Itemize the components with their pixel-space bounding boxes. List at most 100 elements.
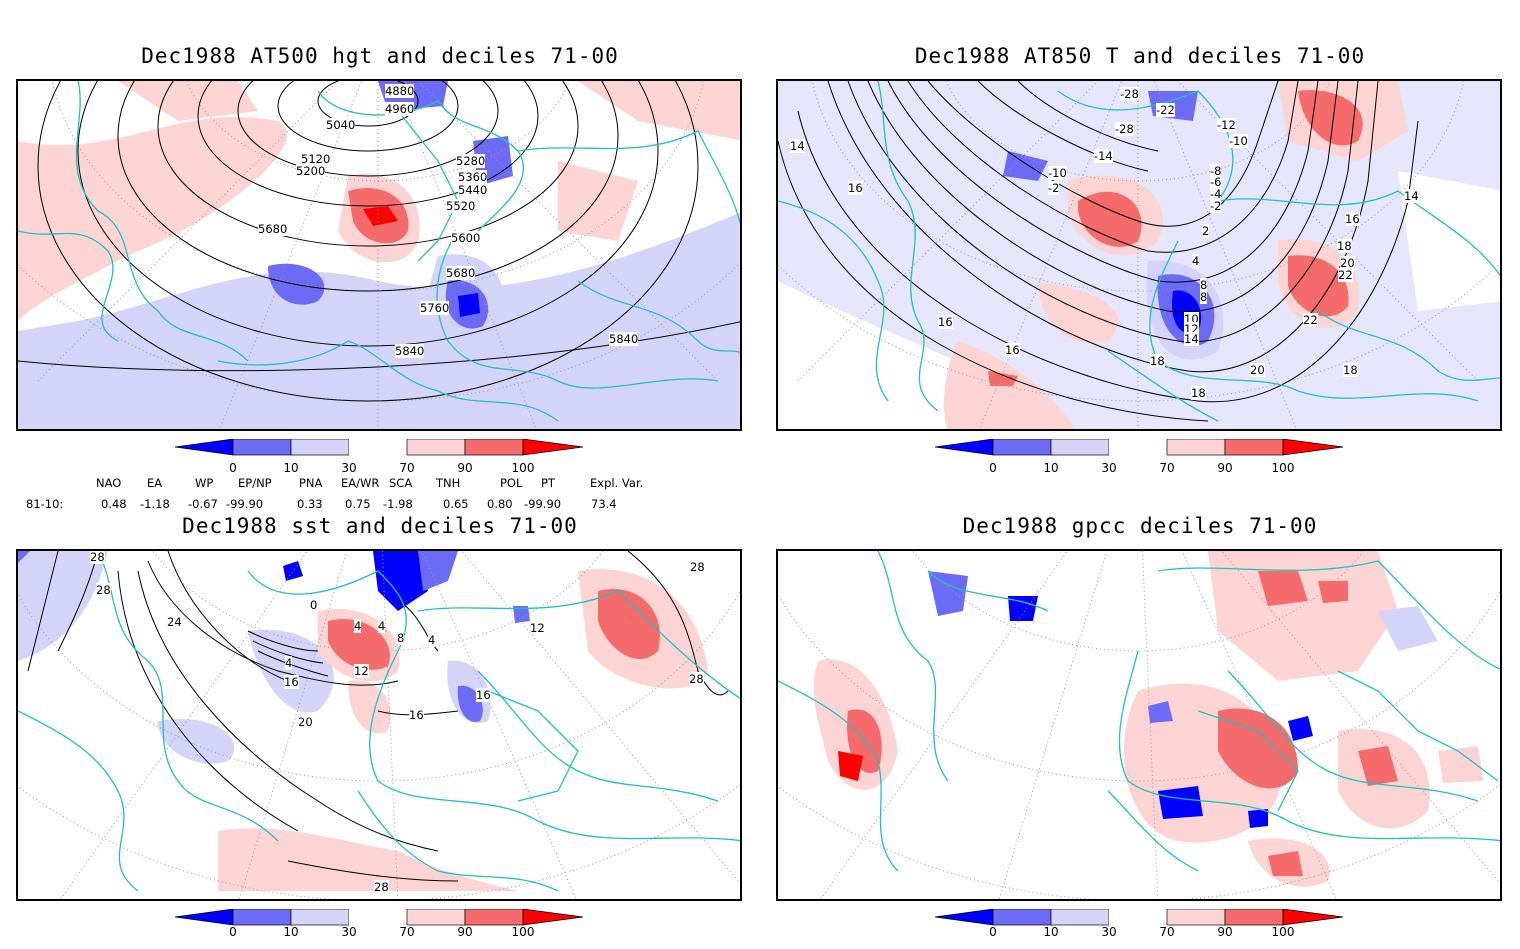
contour-label: 5840 — [395, 344, 425, 358]
contour-label: 8 — [1200, 290, 1208, 304]
index-header: POL — [500, 476, 523, 490]
colorbar-swatches — [935, 439, 1344, 456]
contour-label: 16 — [1005, 343, 1020, 357]
colorbar-tick: 10 — [1043, 925, 1059, 939]
index-header: PNA — [299, 476, 323, 490]
map-sst — [18, 551, 740, 899]
map-hgt500 — [18, 81, 740, 429]
contour-label: 0 — [310, 598, 318, 612]
index-value: -99.90 — [226, 497, 264, 511]
index-value: -0.67 — [188, 497, 218, 511]
contour-label: 16 — [1345, 212, 1360, 226]
contour-label: 20 — [1250, 363, 1265, 377]
map-panel-hgt500: 4880 4960 5040 5120 5200 5280 5360 5440 … — [16, 79, 742, 431]
contour-label: 5840 — [609, 332, 639, 346]
contour-label: -2 — [1210, 199, 1222, 213]
contour-label: 4960 — [385, 102, 415, 116]
contour-label: -22 — [1156, 103, 1175, 117]
contour-label: 5360 — [458, 170, 488, 184]
colorbar-tick: 30 — [341, 461, 357, 475]
contour-label: 5040 — [326, 118, 356, 132]
contour-label: 4880 — [385, 84, 415, 98]
contour-label: 5760 — [420, 301, 450, 315]
colorbar-tick: 0 — [229, 925, 237, 939]
colorbar-tick: 30 — [1101, 461, 1117, 475]
colorbar-tick: 90 — [457, 925, 473, 939]
colorbar-tick: 70 — [399, 461, 415, 475]
colorbar-tick: 100 — [1271, 925, 1295, 939]
colorbar-tick: 10 — [283, 925, 299, 939]
colorbar-tick: 90 — [457, 461, 473, 475]
colorbar-tick: 10 — [1043, 461, 1059, 475]
contour-label: 28 — [690, 560, 705, 574]
map-t850 — [778, 81, 1500, 429]
contour-label: 5280 — [456, 154, 486, 168]
index-value: -99.90 — [524, 497, 562, 511]
contour-label: 4 — [354, 619, 362, 633]
colorbar-tick: 100 — [1271, 461, 1295, 475]
map-panel-sst: 28 28 24 0 4 4 4 8 12 16 20 16 16 28 28 … — [16, 549, 742, 901]
colorbar-top-left: 0 10 30 70 90 100 — [175, 439, 595, 479]
index-header: WP — [195, 476, 214, 490]
contour-label: 12 — [354, 664, 369, 678]
index-header: SCA — [389, 476, 413, 490]
colorbar-tick: 100 — [511, 925, 535, 939]
contour-label: 18 — [1150, 354, 1165, 368]
map-gpcc — [778, 551, 1500, 899]
colorbar-tick: 100 — [511, 461, 535, 475]
contour-label: 20 — [1340, 256, 1355, 270]
contour-label: 5440 — [458, 183, 488, 197]
contour-label: 28 — [96, 583, 111, 597]
contour-label: 8 — [397, 631, 405, 645]
contour-label: 28 — [90, 550, 105, 564]
colorbar-tick: 90 — [1217, 461, 1233, 475]
colorbar-tick: 30 — [341, 925, 357, 939]
contour-label: 5600 — [451, 231, 481, 245]
contour-label: 22 — [1338, 268, 1353, 282]
panel-3-title: Dec1988 sst and deciles 71-00 — [182, 514, 578, 538]
contour-label: 12 — [530, 621, 545, 635]
contour-label: -12 — [1217, 118, 1236, 132]
index-value: 73.4 — [591, 497, 617, 511]
colorbar-tick: 70 — [1159, 461, 1175, 475]
contour-label: 5680 — [258, 222, 288, 236]
colorbar-tick: 30 — [1101, 925, 1117, 939]
index-value: -1.18 — [140, 497, 170, 511]
contour-label: 18 — [1191, 386, 1206, 400]
contour-label: 28 — [374, 880, 389, 894]
panel-2-title: Dec1988 AT850 T and deciles 71-00 — [914, 44, 1366, 68]
contour-label: 20 — [298, 715, 313, 729]
contour-label: 4 — [1192, 254, 1200, 268]
contour-label: 2 — [1202, 224, 1210, 238]
colorbar-tick: 70 — [399, 925, 415, 939]
colorbar-tick: 70 — [1159, 925, 1175, 939]
colorbar-tick: 90 — [1217, 925, 1233, 939]
contour-label: 14 — [1404, 189, 1419, 203]
contour-label: 8 — [1200, 278, 1208, 292]
index-row-label: 81-10: — [26, 497, 64, 511]
contour-label: 4 — [428, 633, 436, 647]
contour-label: 5680 — [446, 266, 476, 280]
contour-label: 16 — [848, 181, 863, 195]
index-value: 0.33 — [297, 497, 323, 511]
colorbar-swatches — [175, 909, 584, 926]
map-panel-t850: -28 -22 -28 -14 -12 -10 -8 -6 -4 -2 -10 … — [776, 79, 1502, 431]
index-header: EA/WR — [341, 476, 380, 490]
map-panel-gpcc — [776, 549, 1502, 901]
contour-label: -4 — [1210, 187, 1222, 201]
colorbar-tick: 0 — [989, 461, 997, 475]
contour-label: 5120 — [301, 152, 331, 166]
contour-label: -6 — [1210, 175, 1222, 189]
contour-label: -10 — [1229, 134, 1248, 148]
colorbar-top-right: 0 10 30 70 90 100 — [935, 439, 1355, 479]
index-header: EA — [147, 476, 163, 490]
colorbar-tick: 0 — [229, 461, 237, 475]
contour-label: 18 — [1337, 239, 1352, 253]
contour-label: 22 — [1303, 313, 1318, 327]
contour-label: 14 — [790, 139, 805, 153]
contour-label: 5520 — [446, 199, 476, 213]
contour-label: 4 — [285, 656, 293, 670]
colorbar-tick: 10 — [283, 461, 299, 475]
contour-label: -2 — [1048, 181, 1060, 195]
contour-label: 28 — [689, 672, 704, 686]
